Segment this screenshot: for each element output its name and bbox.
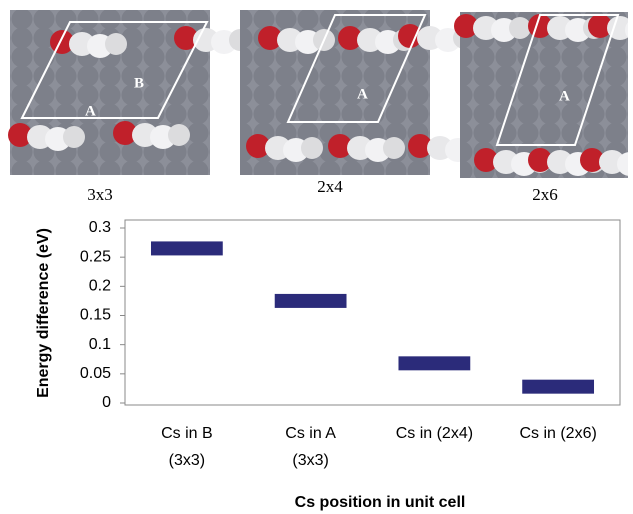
panel-2x6: A 2x6 (454, 0, 633, 204)
cell-label: A (85, 103, 96, 119)
x-tick-label: Cs in (2x6) (519, 425, 596, 442)
y-axis-title: Energy difference (eV) (35, 228, 52, 398)
plot: 0 0.05 0.1 0.15 0.2 0.25 0.3 Cs in B (3x3) Cs in … (80, 219, 597, 469)
x-tick-label: Cs in A (285, 425, 336, 442)
y-tick-label: 0.15 (80, 307, 111, 324)
panel-label: 3x3 (87, 185, 113, 204)
marker (275, 294, 347, 308)
y-tick-label: 0.3 (89, 219, 111, 236)
page: A B 3x3 A 2x4 A 2x6 Energy difference (e… (0, 0, 633, 514)
x-tick-label: Cs in B (161, 425, 213, 442)
cell-label: A (559, 88, 570, 104)
y-tick-label: 0.25 (80, 248, 111, 265)
x-tick-label: (3x3) (292, 452, 328, 469)
marker (522, 380, 594, 394)
y-tick-label: 0.2 (89, 278, 111, 295)
panel-3x3: A B 3x3 (8, 10, 251, 204)
cell-label: B (134, 75, 144, 91)
y-tick-label: 0.1 (89, 336, 111, 353)
panel-label: 2x4 (317, 177, 343, 196)
cell-label: A (357, 86, 368, 102)
marker (398, 356, 470, 370)
x-axis-title: Cs position in unit cell (295, 494, 466, 511)
panel-label: 2x6 (532, 185, 558, 204)
x-tick-label: Cs in (2x4) (396, 425, 473, 442)
marker (151, 241, 223, 255)
y-tick-label: 0 (102, 394, 111, 411)
figure: A B 3x3 A 2x4 A 2x6 Energy difference (e… (0, 0, 633, 514)
x-tick-label: (3x3) (169, 452, 205, 469)
y-tick-label: 0.05 (80, 365, 111, 382)
panel-2x4: A 2x4 (240, 10, 485, 196)
